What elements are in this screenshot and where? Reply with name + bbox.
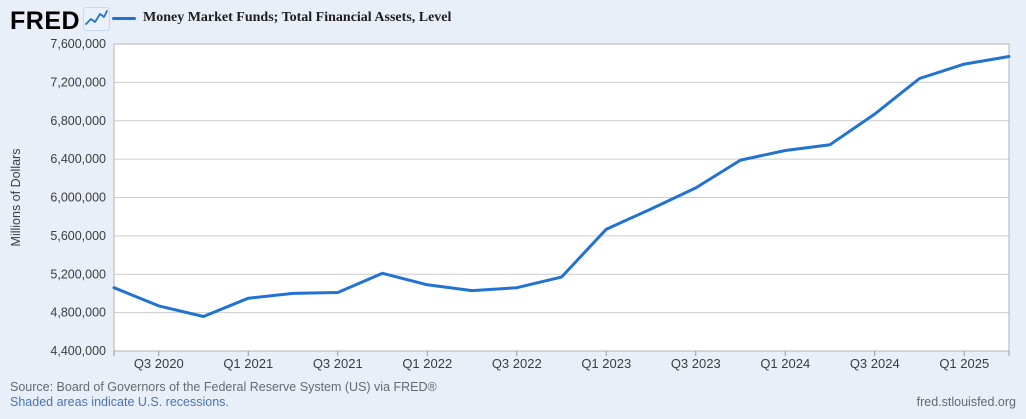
legend-line-swatch <box>112 16 136 20</box>
y-axis-tick-label: 6,400,000 <box>50 152 106 166</box>
x-axis-tick-label: Q3 2023 <box>671 356 721 371</box>
recession-note-link[interactable]: Shaded areas indicate U.S. recessions. <box>10 395 229 409</box>
x-axis-tick-label: Q3 2022 <box>492 356 542 371</box>
y-axis-tick-label: 6,800,000 <box>50 114 106 128</box>
y-axis-tick-label: 6,000,000 <box>50 191 106 205</box>
y-axis-title: Millions of Dollars <box>9 149 23 247</box>
series-legend-label: Money Market Funds; Total Financial Asse… <box>143 10 452 25</box>
y-axis-tick-label: 4,800,000 <box>50 306 106 320</box>
x-axis-tick-label: Q1 2024 <box>760 356 810 371</box>
x-axis-tick-label: Q3 2020 <box>134 356 184 371</box>
x-axis-tick-label: Q3 2024 <box>850 356 900 371</box>
y-axis-tick-label: 7,600,000 <box>50 37 106 51</box>
x-axis-tick-label: Q1 2021 <box>223 356 273 371</box>
y-axis-tick-label: 4,400,000 <box>50 344 106 358</box>
fred-logo-text: FRED <box>10 6 81 35</box>
fred-logo[interactable]: FRED <box>10 5 111 36</box>
data-series-line[interactable] <box>112 55 1011 318</box>
x-axis-tick-label: Q1 2022 <box>402 356 452 371</box>
chart-header: FRED Money Market Funds; Total Financial… <box>0 0 1026 36</box>
y-axis-tick-label: 5,200,000 <box>50 267 106 281</box>
y-axis-tick-label: 7,200,000 <box>50 75 106 89</box>
chart-footer: Source: Board of Governors of the Federa… <box>0 379 1026 419</box>
x-axis-tick-label: Q1 2025 <box>939 356 989 371</box>
fred-site-url: fred.stlouisfed.org <box>916 395 1016 409</box>
x-axis-tick-label: Q3 2021 <box>313 356 363 371</box>
y-axis-tick-label: 5,600,000 <box>50 229 106 243</box>
plot-border <box>113 43 1010 352</box>
source-attribution: Source: Board of Governors of the Federa… <box>10 380 437 394</box>
x-axis-tick-label: Q1 2023 <box>581 356 631 371</box>
series-legend: Money Market Funds; Total Financial Asse… <box>112 10 451 26</box>
fred-logo-chart-icon <box>83 7 111 36</box>
